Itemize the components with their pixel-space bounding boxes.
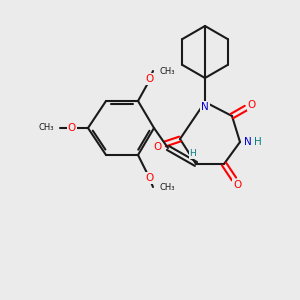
Text: O: O bbox=[153, 142, 161, 152]
Text: O: O bbox=[146, 74, 154, 84]
Text: CH₃: CH₃ bbox=[159, 182, 175, 191]
Text: H: H bbox=[190, 149, 196, 158]
Text: H: H bbox=[254, 137, 262, 147]
Text: N: N bbox=[244, 137, 252, 147]
Text: N: N bbox=[201, 102, 209, 112]
Text: O: O bbox=[233, 180, 241, 190]
Text: O: O bbox=[146, 173, 154, 183]
Text: CH₃: CH₃ bbox=[38, 124, 54, 133]
Text: O: O bbox=[248, 100, 256, 110]
Text: CH₃: CH₃ bbox=[159, 67, 175, 76]
Text: O: O bbox=[68, 123, 76, 133]
